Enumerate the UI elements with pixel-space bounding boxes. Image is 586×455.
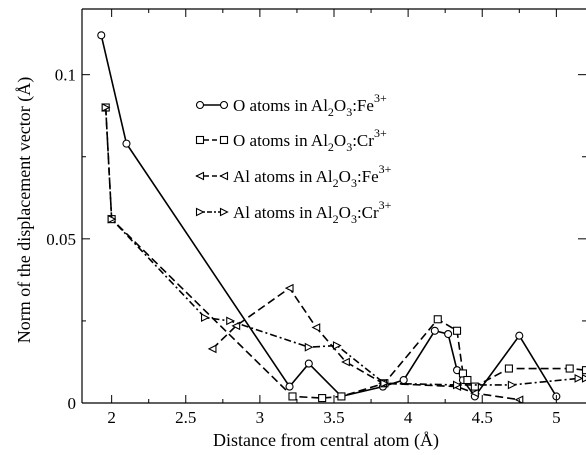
series-2-point: [458, 369, 468, 378]
y-tick-label: 0.05: [46, 230, 76, 249]
legend-label-4: Al atoms in Al2O3:Cr3+: [233, 198, 392, 226]
series-1-point: [285, 382, 294, 391]
x-tick-label: 2.5: [175, 408, 196, 427]
series-4-point: [200, 313, 210, 323]
legend-label-3: Al atoms in Al2O3:Fe3+: [233, 162, 392, 190]
series-line-3: [211, 286, 520, 401]
series-1-point: [399, 375, 408, 385]
legend-marker-2: [219, 135, 229, 145]
legend-label-2: O atoms in Al2O3:Cr3+: [233, 126, 387, 154]
series-2-point: [337, 392, 346, 401]
series-2-point: [463, 375, 472, 385]
series-1-point: [515, 331, 524, 340]
series-4-point: [304, 342, 314, 352]
series-1-point: [97, 31, 106, 40]
x-tick-label: 3.5: [323, 408, 344, 427]
series-4-point: [226, 316, 235, 326]
series-3-point: [207, 344, 217, 354]
y-tick-label: 0.1: [55, 66, 76, 85]
series-4-point: [574, 373, 584, 383]
x-tick-label: 5: [552, 408, 561, 427]
series-2-point: [433, 315, 442, 324]
series-2-point: [470, 382, 479, 391]
legend-marker-1: [195, 100, 205, 110]
legend-marker-1: [219, 100, 229, 110]
y-tick-label: 0: [68, 394, 77, 413]
x-tick-label: 3: [256, 408, 265, 427]
series-3-point: [311, 323, 321, 332]
series-2-point: [288, 392, 297, 401]
series-1-point: [304, 359, 313, 368]
series-4-point: [507, 380, 517, 390]
series-1-point: [444, 329, 453, 339]
legend-marker-3: [195, 171, 205, 181]
legend-marker-4: [219, 207, 229, 217]
legend-marker-2: [195, 135, 205, 145]
series-4-point: [332, 341, 342, 350]
series-2-point: [452, 326, 462, 335]
series-3-point: [341, 357, 350, 367]
series-3-point: [284, 283, 294, 293]
series-2-point: [504, 364, 513, 373]
plot-area: [97, 31, 586, 403]
series-4-point: [380, 378, 390, 388]
x-tick-label: 4: [404, 408, 413, 427]
series-line-2: [104, 107, 586, 399]
series-4-point: [581, 373, 586, 383]
legend: O atoms in Al2O3:Fe3+ O atoms in Al2O3:Cr…: [195, 91, 392, 226]
axes: 2 2.5 3 3.5 4 4.5 5 0 0.05 0.1 Distance from centr…: [14, 8, 586, 451]
series-2-point: [581, 366, 586, 375]
series-1-point: [122, 139, 131, 148]
y-axis-title: Norm of the displacement vector (Å): [14, 77, 35, 343]
x-tick-label: 4.5: [472, 408, 493, 427]
series-4-point: [452, 380, 462, 390]
legend-marker-4: [195, 207, 205, 217]
series-3-point: [470, 388, 479, 398]
series-4-point: [101, 103, 111, 112]
series-1-point: [430, 326, 439, 335]
series-4-point: [107, 214, 117, 224]
legend-label-1: O atoms in Al2O3:Fe3+: [233, 91, 387, 119]
x-axis-title: Distance from central atom (Å): [213, 430, 439, 451]
legend-marker-3: [219, 171, 229, 181]
series-2-point: [565, 364, 574, 373]
series-2-point: [318, 394, 327, 403]
x-tick-label: 2: [107, 408, 116, 427]
